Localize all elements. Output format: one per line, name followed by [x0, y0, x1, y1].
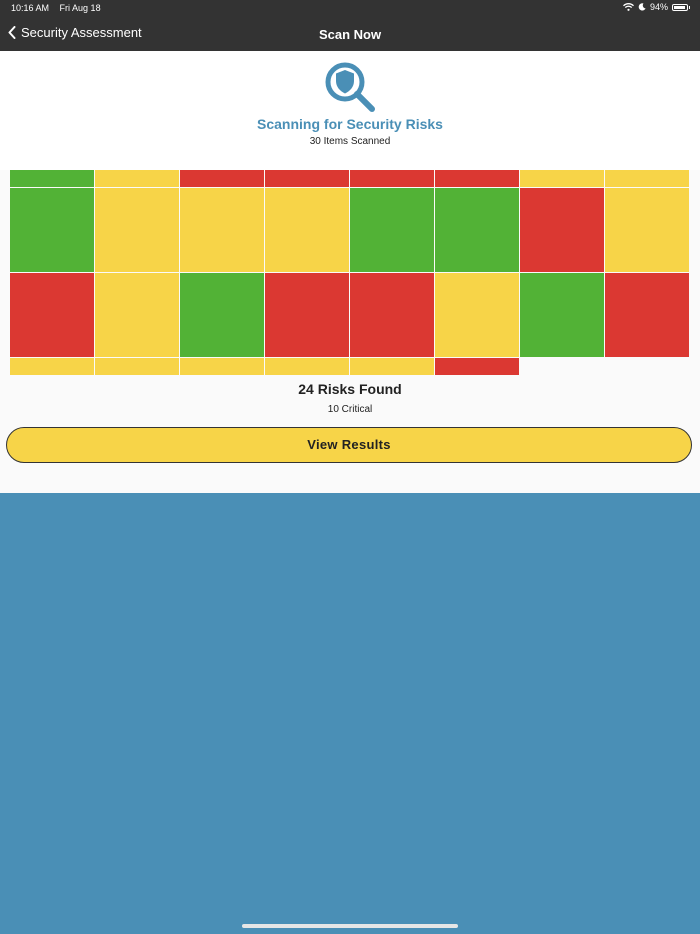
risk-tile-yellow — [95, 358, 179, 375]
risk-tile-yellow — [350, 358, 434, 375]
nav-bar: Security Assessment Scan Now — [0, 17, 700, 51]
risk-tile-yellow — [265, 358, 349, 375]
view-results-button[interactable]: View Results — [6, 427, 692, 463]
scan-subtitle: 30 Items Scanned — [309, 136, 391, 147]
risk-tile-yellow — [180, 188, 264, 272]
risk-tile-green — [180, 273, 264, 357]
battery-icon — [672, 3, 690, 11]
status-bar: 10:16 AM Fri Aug 18 94% — [0, 0, 700, 17]
shield-magnifier-icon — [325, 62, 375, 112]
scan-header: Scanning for Security Risks 30 Items Sca… — [0, 51, 700, 170]
risk-tile-yellow — [95, 188, 179, 272]
risk-tile-green — [350, 188, 434, 272]
risk-tile-red — [350, 273, 434, 357]
risk-grid — [10, 170, 690, 375]
risk-tile-yellow — [10, 358, 94, 375]
critical-count: 10 Critical — [327, 404, 373, 415]
risk-tile-yellow — [95, 273, 179, 357]
risk-tile-yellow — [605, 188, 689, 272]
home-indicator — [242, 924, 458, 928]
risk-tile-yellow — [605, 170, 689, 187]
risk-tile-red — [10, 273, 94, 357]
risk-tile-red — [180, 170, 264, 187]
back-button-label: Security Assessment — [21, 25, 142, 40]
risk-tile-yellow — [520, 170, 604, 187]
back-button[interactable]: Security Assessment — [8, 25, 142, 40]
wifi-icon — [623, 3, 634, 11]
chevron-left-icon — [8, 26, 16, 39]
risk-tile-red — [265, 273, 349, 357]
scan-card: Scanning for Security Risks 30 Items Sca… — [0, 51, 700, 493]
risk-tile-red — [350, 170, 434, 187]
risk-tile-green — [10, 188, 94, 272]
risks-found-title: 24 Risks Found — [298, 381, 402, 397]
battery-percent: 94% — [649, 2, 668, 12]
scan-title: Scanning for Security Risks — [257, 116, 443, 132]
risk-tile-red — [605, 273, 689, 357]
risk-tile-yellow — [95, 170, 179, 187]
risk-tile-green — [435, 188, 519, 272]
moon-icon — [638, 3, 646, 11]
battery-fill — [674, 5, 686, 9]
risk-tile-red — [435, 170, 519, 187]
risk-tile-red — [435, 358, 519, 375]
status-date: Fri Aug 18 — [59, 3, 101, 13]
risk-tile-yellow — [265, 188, 349, 272]
risk-tile-red — [520, 188, 604, 272]
risk-tile-red — [265, 170, 349, 187]
risk-tile-yellow — [180, 358, 264, 375]
page-title: Scan Now — [318, 27, 382, 42]
risk-tile-yellow — [435, 273, 519, 357]
risk-tile-green — [520, 273, 604, 357]
risk-tile-green — [10, 170, 94, 187]
status-time: 10:16 AM — [11, 3, 50, 13]
